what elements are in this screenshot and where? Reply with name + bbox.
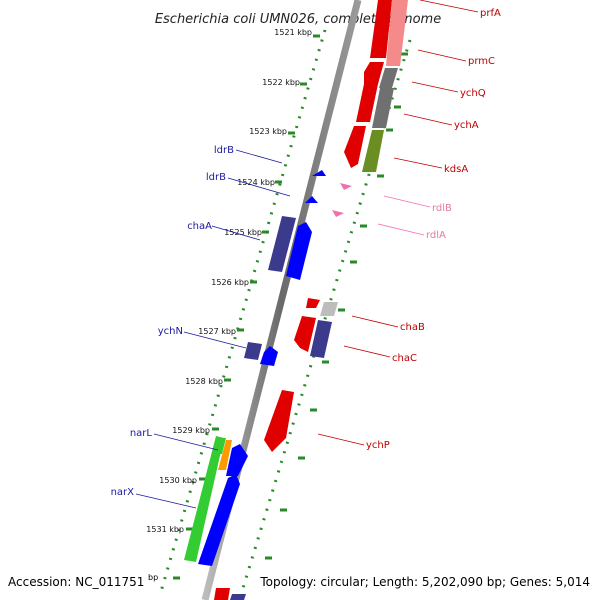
gene-arrow-ychN-navy[interactable] bbox=[244, 342, 262, 360]
tick-dashes bbox=[173, 34, 408, 580]
gene-arrow-chaA-navy[interactable] bbox=[268, 216, 296, 272]
gene-arrow-bottom-red[interactable] bbox=[214, 588, 230, 600]
gene-label-prmC[interactable]: prmC bbox=[468, 56, 495, 67]
gene-label-chaC[interactable]: chaC bbox=[392, 353, 417, 364]
gene-label-narX[interactable]: narX bbox=[111, 487, 135, 498]
tick-label: 1524 kbp bbox=[237, 178, 275, 187]
gene-label-kdsA[interactable]: kdsA bbox=[444, 164, 468, 175]
tick-label: 1521 kbp bbox=[274, 28, 312, 37]
gene-arrow-chaC[interactable] bbox=[310, 320, 332, 358]
gene-arrow-ychA[interactable] bbox=[372, 88, 394, 128]
gene-arrow-kdsA[interactable] bbox=[344, 126, 366, 168]
gene-arrow-narX[interactable] bbox=[198, 474, 240, 566]
gene-arrow-narX-top[interactable] bbox=[226, 444, 248, 476]
gene-label-ychA[interactable]: ychA bbox=[454, 120, 479, 131]
gene-label-ldrB-1[interactable]: ldrB bbox=[214, 145, 234, 156]
gene-arrow-prmC-light[interactable] bbox=[386, 0, 408, 66]
gene-arrow-chaC-red[interactable] bbox=[294, 316, 316, 352]
right-gene-arrows bbox=[214, 0, 408, 600]
gene-arrow-ychN[interactable] bbox=[260, 346, 278, 366]
tick-label: 1527 kbp bbox=[198, 327, 236, 336]
right-track-dots bbox=[238, 39, 412, 599]
bp-unit-label: bp bbox=[148, 573, 158, 582]
gene-label-chaB[interactable]: chaB bbox=[400, 322, 425, 333]
gene-arrow-bottom-navy[interactable] bbox=[230, 594, 246, 600]
gene-arrow-prmC[interactable] bbox=[364, 62, 384, 84]
gene-arrow-ychQ-gray[interactable] bbox=[379, 68, 398, 88]
gene-label-rdlA[interactable]: rdlA bbox=[426, 230, 446, 241]
gene-label-rdlB[interactable]: rdlB bbox=[432, 203, 452, 214]
right-leaders bbox=[317, 0, 479, 446]
gene-arrow-ychP[interactable] bbox=[264, 390, 294, 452]
gene-arrow-narL[interactable] bbox=[218, 440, 232, 470]
tick-labels: 1521 kbp 1522 kbp 1523 kbp 1524 kbp 1525… bbox=[146, 28, 312, 534]
gene-label-ychQ[interactable]: ychQ bbox=[460, 88, 486, 99]
tick-label: 1523 kbp bbox=[249, 127, 287, 136]
gene-arrow-chaA[interactable] bbox=[286, 222, 312, 280]
tick-label: 1526 kbp bbox=[211, 278, 249, 287]
tick-label: 1530 kbp bbox=[159, 476, 197, 485]
gene-label-chaA[interactable]: chaA bbox=[187, 221, 212, 232]
gene-arrow-ychQ[interactable] bbox=[356, 84, 378, 122]
gene-arrow-narX-green[interactable] bbox=[184, 436, 224, 562]
gene-arrow-chaB-gray[interactable] bbox=[320, 302, 338, 316]
left-leaders bbox=[135, 149, 291, 509]
accession-text: Accession: NC_011751 bbox=[8, 575, 144, 589]
gene-arrow-rdlA[interactable] bbox=[332, 210, 344, 217]
map-title: Escherichia coli UMN026, complete genome bbox=[155, 12, 441, 27]
gene-arrow-ldrB-2[interactable] bbox=[305, 196, 318, 203]
gene-label-narL[interactable]: narL bbox=[130, 428, 153, 439]
tick-label: 1528 kbp bbox=[185, 377, 223, 386]
gene-arrow-kdsA-olive[interactable] bbox=[362, 130, 384, 172]
gene-label-ldrB-2[interactable]: ldrB bbox=[206, 172, 226, 183]
gene-arrow-rdlB[interactable] bbox=[340, 183, 352, 190]
pink-leaders bbox=[377, 195, 431, 236]
gene-arrow-chaB[interactable] bbox=[306, 298, 320, 308]
tick-label: 1529 kbp bbox=[172, 426, 210, 435]
tick-label: 1531 kbp bbox=[146, 525, 184, 534]
tick-label: 1522 kbp bbox=[262, 78, 300, 87]
right-gene-labels: prfA prmC ychQ ychA kdsA rdlB rdlA chaB … bbox=[366, 8, 501, 451]
gene-label-ychN[interactable]: ychN bbox=[158, 326, 183, 337]
left-track-dots bbox=[158, 29, 327, 596]
genome-summary-text: Topology: circular; Length: 5,202,090 bp… bbox=[259, 575, 590, 589]
left-gene-labels: ldrB ldrB chaA ychN narL narX bbox=[111, 145, 235, 498]
left-gene-arrows bbox=[184, 170, 326, 566]
gene-arrow-ldrB-1[interactable] bbox=[312, 170, 326, 176]
gene-label-ychP[interactable]: ychP bbox=[366, 440, 390, 451]
tick-label: 1525 kbp bbox=[224, 228, 262, 237]
gene-arrow-prfA[interactable] bbox=[370, 0, 392, 58]
gene-label-prfA[interactable]: prfA bbox=[480, 8, 501, 19]
